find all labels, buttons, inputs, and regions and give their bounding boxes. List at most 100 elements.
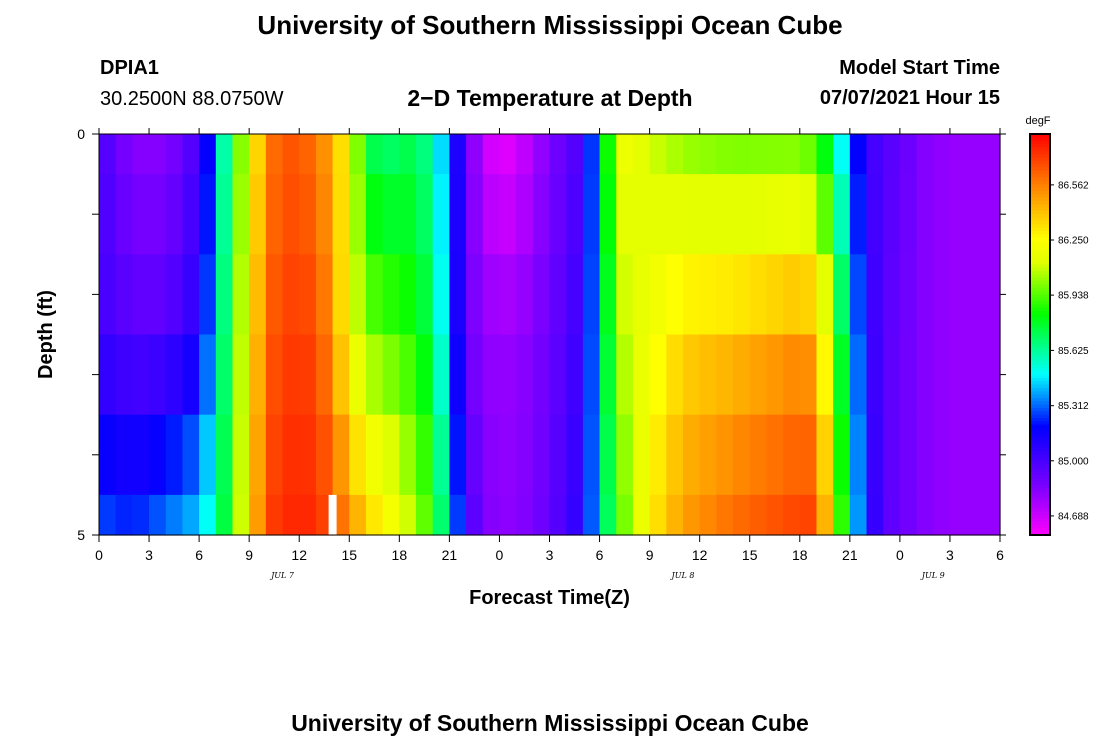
heatmap-cell	[632, 254, 651, 336]
heatmap-cell	[482, 174, 501, 255]
heatmap-cell	[566, 334, 584, 416]
heatmap-cell	[566, 494, 584, 536]
heatmap-cell	[749, 174, 768, 255]
colorbar-segment	[1030, 381, 1050, 386]
heatmap-cell	[682, 134, 701, 175]
heatmap-cell	[799, 174, 818, 255]
heatmap-cell	[899, 134, 918, 175]
heatmap-cell	[649, 334, 667, 416]
x-tick-label: 15	[341, 547, 357, 563]
heatmap-cell	[733, 414, 751, 496]
heatmap-cell	[933, 174, 951, 255]
heatmap-cell	[232, 254, 250, 336]
colorbar-segment	[1030, 157, 1050, 162]
heatmap-cell	[399, 494, 417, 536]
x-tick-label: 9	[245, 547, 253, 563]
heatmap-cell	[99, 254, 117, 336]
colorbar-segment	[1030, 354, 1050, 359]
heatmap-cell	[716, 174, 734, 255]
heatmap-cell	[883, 174, 901, 255]
heatmap-cell	[582, 494, 601, 536]
colorbar-segment	[1030, 491, 1050, 496]
heatmap-cell	[749, 134, 768, 175]
heatmap-cell	[983, 134, 1001, 175]
heatmap-cell	[632, 134, 651, 175]
colorbar-tick-label: 85.000	[1058, 456, 1089, 467]
heatmap-cell	[916, 414, 934, 496]
colorbar-segment	[1030, 424, 1050, 429]
colorbar-segment	[1030, 364, 1050, 369]
x-tick-label: 18	[392, 547, 408, 563]
heatmap-cell	[499, 254, 517, 336]
colorbar-segment	[1030, 207, 1050, 212]
heatmap-cell	[249, 174, 267, 255]
heatmap-cell	[299, 414, 317, 496]
heatmap-cell	[866, 334, 884, 416]
colorbar-segment	[1030, 484, 1050, 489]
colorbar-segment	[1030, 314, 1050, 319]
colorbar-segment	[1030, 387, 1050, 392]
heatmap-cell	[382, 494, 400, 536]
heatmap-cell	[265, 134, 284, 175]
heatmap-cell	[416, 134, 434, 175]
heatmap-cell	[215, 254, 234, 336]
heatmap-cell	[315, 334, 334, 416]
heatmap-cell	[833, 334, 851, 416]
heatmap-cell	[516, 494, 534, 536]
heatmap-cell	[115, 254, 133, 336]
colorbar-segment	[1030, 418, 1050, 422]
y-axis-title: Depth (ft)	[35, 290, 57, 379]
heatmap-cell	[532, 414, 551, 496]
heatmap-cell	[716, 494, 734, 536]
heatmap-cell	[232, 174, 250, 255]
colorbar-tick-label: 85.312	[1058, 401, 1089, 412]
heatmap-cell	[482, 134, 501, 175]
heatmap-cell	[883, 414, 901, 496]
heatmap-cell	[933, 334, 951, 416]
heatmap-cell	[983, 414, 1001, 496]
heatmap-cell	[866, 134, 884, 175]
heatmap-cell	[983, 494, 1001, 536]
heatmap-cell	[733, 174, 751, 255]
x-tick-label: 21	[442, 547, 458, 563]
heatmap-cell	[132, 254, 150, 336]
colorbar-segment	[1030, 531, 1050, 536]
colorbar-segment	[1030, 234, 1050, 239]
heatmap-cell	[549, 494, 567, 536]
x-axis-title: Forecast Time(Z)	[469, 587, 630, 609]
heatmap-cell	[816, 134, 834, 175]
heatmap-cell	[449, 134, 467, 175]
colorbar-segment	[1030, 397, 1050, 402]
heatmap-cell	[866, 174, 884, 255]
heatmap-cell	[749, 414, 768, 496]
x-tick-label: 0	[95, 547, 103, 563]
heatmap-cell	[532, 134, 551, 175]
colorbar-segment	[1030, 187, 1050, 192]
heatmap-cell	[716, 334, 734, 416]
heatmap-cell	[449, 414, 467, 496]
x-tick-label: 6	[596, 547, 604, 563]
x-tick-label: 3	[145, 547, 153, 563]
heatmap-cell	[182, 174, 200, 255]
heatmap-cell	[432, 174, 450, 255]
colorbar-segment	[1030, 421, 1050, 426]
heatmap-cell	[816, 334, 834, 416]
heatmap-cell	[349, 254, 367, 336]
colorbar-segment	[1030, 200, 1050, 205]
colorbar-segment	[1030, 147, 1050, 152]
heatmap-cell	[582, 414, 601, 496]
heatmap-cell	[282, 174, 300, 255]
heatmap-cell	[382, 334, 400, 416]
heatmap-cell	[916, 494, 934, 536]
heatmap-cell	[199, 414, 217, 496]
heatmap-cell	[199, 494, 217, 536]
heatmap-cell	[749, 494, 768, 536]
x-axis: 0 3 6 9 12 15 18 21 0 3 6 9 12 15 18 21 0 3 6 JUL 7 JUL 8 JUL…	[95, 128, 1004, 580]
colorbar-segment	[1030, 337, 1050, 342]
colorbar-segment	[1030, 438, 1050, 443]
heatmap-cell	[516, 334, 534, 416]
heatmap-cell	[449, 174, 467, 255]
heatmap-cell	[949, 174, 968, 255]
heatmap-cell	[99, 134, 117, 175]
